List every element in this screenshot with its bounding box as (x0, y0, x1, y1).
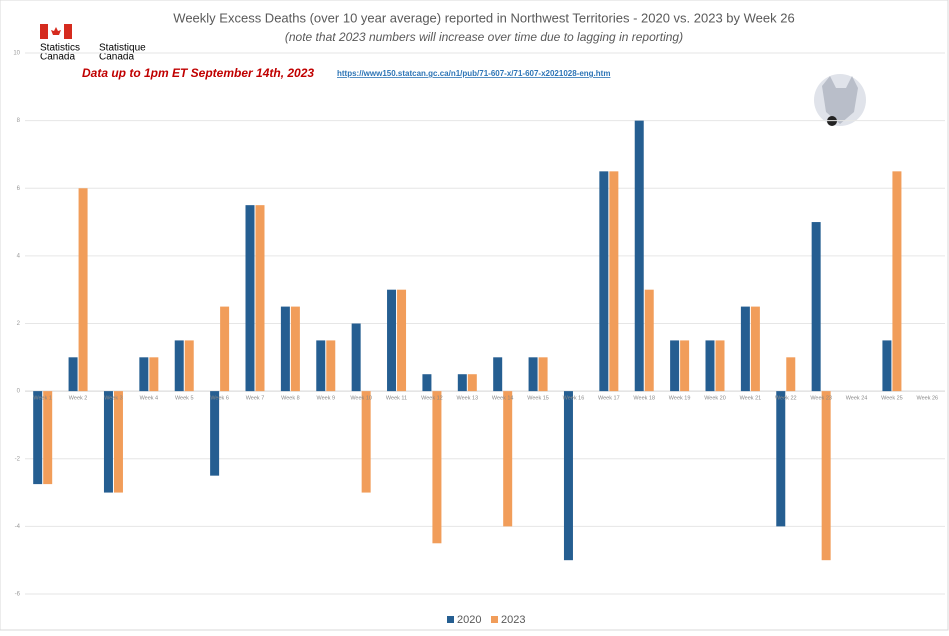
x-tick-label: Week 22 (775, 396, 797, 402)
bar (316, 340, 326, 392)
bar (68, 357, 78, 392)
bar (467, 374, 477, 392)
x-tick-label: Week 12 (421, 396, 443, 402)
bar (290, 306, 300, 392)
bar (78, 188, 88, 392)
y-tick-label: -6 (15, 592, 21, 598)
x-tick-label: Week 9 (316, 396, 335, 402)
bar (644, 289, 654, 392)
bar (220, 306, 230, 392)
bar (750, 306, 760, 392)
x-tick-label: Week 4 (140, 396, 159, 402)
bar (280, 306, 290, 392)
y-tick-label: 2 (17, 321, 21, 327)
x-tick-label: Week 11 (386, 396, 407, 402)
chart-subtitle: (note that 2023 numbers will increase ov… (285, 30, 683, 44)
bar (503, 391, 513, 527)
x-tick-label: Week 19 (669, 396, 691, 402)
x-tick-label: Week 10 (350, 396, 372, 402)
bar (33, 391, 43, 485)
bar (43, 391, 53, 485)
bar (786, 357, 796, 392)
wolf-icon (814, 74, 866, 126)
y-tick-label: 8 (17, 118, 21, 124)
y-tick-label: 0 (17, 389, 21, 395)
bar (326, 340, 336, 392)
bar (493, 357, 503, 392)
x-tick-label: Week 15 (527, 396, 549, 402)
y-tick-label: -2 (15, 456, 21, 462)
logo-fr: Statistique (99, 43, 146, 54)
bar (432, 391, 442, 544)
y-tick-label: 6 (17, 186, 21, 192)
x-tick-label: Week 8 (281, 396, 300, 402)
bar (528, 357, 538, 392)
y-tick-label: -4 (15, 524, 21, 530)
bar (149, 357, 159, 392)
x-tick-label: Week 17 (598, 396, 620, 402)
bar (599, 171, 609, 392)
bar (103, 391, 113, 493)
bar (538, 357, 548, 392)
legend-label: 2023 (501, 614, 525, 626)
x-tick-label: Week 3 (104, 396, 123, 402)
bar (821, 391, 831, 561)
bar (670, 340, 680, 392)
x-tick-label: Week 14 (492, 396, 514, 402)
x-tick-label: Week 26 (917, 396, 939, 402)
bar (882, 340, 892, 392)
logo-fr: Canada (99, 52, 134, 63)
x-tick-label: Week 13 (457, 396, 479, 402)
x-tick-label: Week 21 (740, 396, 762, 402)
bar (740, 306, 750, 392)
bar (113, 391, 123, 493)
x-tick-label: Week 16 (563, 396, 585, 402)
bar (680, 340, 690, 392)
bar (715, 340, 725, 392)
bar (397, 289, 407, 392)
bar (457, 374, 467, 392)
bar (892, 171, 902, 392)
bar (174, 340, 184, 392)
logo-en: Canada (40, 52, 75, 63)
bar (387, 289, 397, 392)
x-tick-label: Week 5 (175, 396, 194, 402)
bar (210, 391, 220, 476)
source-link[interactable]: https://www150.statcan.gc.ca/n1/pub/71-6… (337, 69, 610, 78)
x-tick-label: Week 20 (704, 396, 726, 402)
bar (361, 391, 371, 493)
logo-en: Statistics (40, 43, 80, 54)
legend-label: 2020 (457, 614, 481, 626)
bar (351, 323, 361, 392)
bar (776, 391, 786, 527)
x-tick-label: Week 7 (246, 396, 265, 402)
x-tick-label: Week 23 (810, 396, 832, 402)
legend-swatch (491, 616, 498, 623)
annotation: Data up to 1pm ET September 14th, 2023 (82, 66, 314, 80)
bar (705, 340, 715, 392)
bar (563, 391, 573, 561)
y-tick-label: 10 (13, 51, 20, 57)
x-tick-label: Week 1 (33, 396, 52, 402)
x-tick-label: Week 18 (633, 396, 655, 402)
bar (139, 357, 149, 392)
bar (245, 205, 255, 392)
bar (255, 205, 265, 392)
x-tick-label: Week 25 (881, 396, 903, 402)
x-tick-label: Week 24 (846, 396, 868, 402)
bar (609, 171, 619, 392)
legend-swatch (447, 616, 454, 623)
y-tick-label: 4 (17, 253, 21, 259)
bar (422, 374, 432, 392)
x-tick-label: Week 2 (69, 396, 88, 402)
bar (811, 222, 821, 392)
bar (634, 120, 644, 392)
logo-flag (40, 24, 72, 39)
x-tick-label: Week 6 (210, 396, 229, 402)
chart-title: Weekly Excess Deaths (over 10 year avera… (173, 10, 794, 25)
bar (184, 340, 194, 392)
